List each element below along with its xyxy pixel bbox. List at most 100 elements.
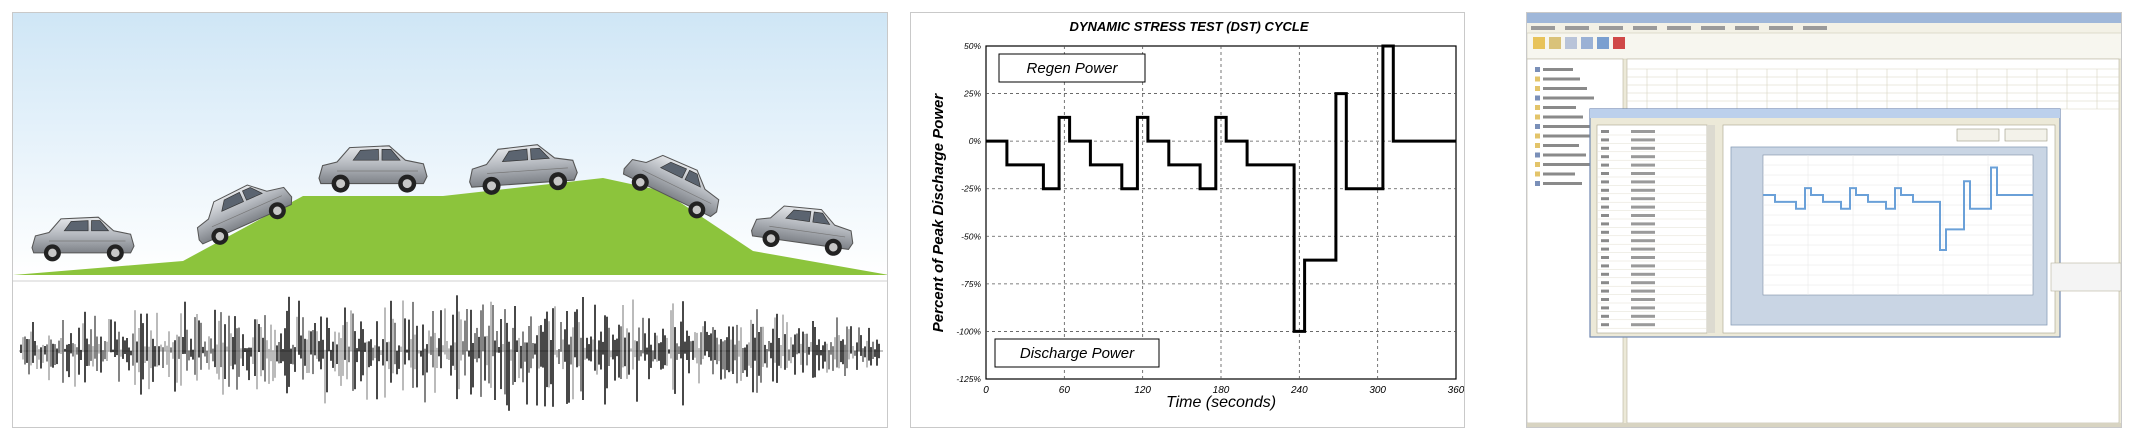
dialog-cell xyxy=(1601,188,1609,192)
y-tick-labels: 50% 25% 0% -25% -50% -75% -100% -125% xyxy=(956,41,981,384)
tree-item-icon xyxy=(1535,76,1540,82)
dialog-scrollbar[interactable] xyxy=(1707,125,1715,333)
menu-item[interactable] xyxy=(1565,26,1589,30)
tree-item[interactable] xyxy=(1543,106,1576,109)
dialog-cell xyxy=(1631,298,1655,301)
dialog-titlebar xyxy=(1590,109,2060,118)
x-tick-label: 360 xyxy=(1448,385,1465,396)
menu-item[interactable] xyxy=(1531,26,1555,30)
dialog-cell xyxy=(1601,163,1609,167)
dialog-button-1[interactable] xyxy=(1956,128,2000,142)
menu-item[interactable] xyxy=(1735,26,1759,30)
tree-item[interactable] xyxy=(1543,96,1594,100)
dialog-cell xyxy=(1631,172,1655,175)
x-tick-label: 0 xyxy=(983,385,989,396)
dialog-cell xyxy=(1631,180,1655,184)
tree-item[interactable] xyxy=(1543,182,1582,185)
hill xyxy=(13,178,887,275)
dialog-cell xyxy=(1601,289,1609,293)
dialog-cell xyxy=(1631,146,1655,150)
dialog-cell xyxy=(1631,197,1655,201)
dst-chart: DYNAMIC STRESS TEST (DST) CYCLE 50% 25% 0%… xyxy=(930,19,1465,411)
dialog-cell xyxy=(1601,272,1609,276)
dialog-cell xyxy=(1601,180,1609,184)
y-tick-label: 25% xyxy=(963,89,981,99)
dialog-cell xyxy=(1631,230,1655,234)
y-tick-label: -25% xyxy=(961,184,981,194)
tree-item[interactable] xyxy=(1543,77,1580,81)
chart-title: DYNAMIC STRESS TEST (DST) CYCLE xyxy=(1069,19,1308,34)
x-tick-label: 180 xyxy=(1213,385,1230,396)
dialog-cell xyxy=(1601,146,1609,150)
app-statusbar xyxy=(1527,423,2121,427)
tree-item-icon xyxy=(1535,86,1540,91)
tree-item[interactable] xyxy=(1543,125,1590,128)
y-tick-label: -100% xyxy=(956,326,981,336)
y-tick-label: 0% xyxy=(969,136,982,146)
x-tick-label: 240 xyxy=(1290,385,1308,396)
x-tick-label: 300 xyxy=(1369,385,1386,396)
dialog-cell xyxy=(1631,205,1655,209)
dialog-cell xyxy=(1601,155,1609,159)
tree-item[interactable] xyxy=(1543,153,1586,157)
discharge-annotation-box xyxy=(994,338,1160,368)
dialog-cell xyxy=(1601,172,1609,175)
tree-item-icon xyxy=(1535,133,1540,139)
dialog-cell xyxy=(1631,323,1655,327)
dialog-cell xyxy=(1631,239,1655,243)
regen-annotation-box xyxy=(998,53,1146,83)
tree-item-icon xyxy=(1535,143,1540,148)
dialog-cell xyxy=(1631,163,1655,167)
app-menubar xyxy=(1531,26,1827,30)
menu-item[interactable] xyxy=(1599,26,1623,30)
tree-item[interactable] xyxy=(1543,87,1587,90)
tree-item-icon xyxy=(1535,162,1540,167)
driving-scene xyxy=(13,13,887,411)
x-tick-label: 120 xyxy=(1134,385,1151,396)
series-line xyxy=(986,44,1456,333)
dialog-cell xyxy=(1631,272,1655,276)
dialog-cell xyxy=(1631,247,1655,251)
dialog-button-2[interactable] xyxy=(2004,128,2048,142)
menu-item[interactable] xyxy=(1769,26,1793,30)
tree-item-icon xyxy=(1535,152,1540,158)
dialog-cell xyxy=(1601,222,1609,226)
menu-item[interactable] xyxy=(1667,26,1691,30)
dialog-cell xyxy=(1631,289,1655,293)
x-tick-label: 60 xyxy=(1059,385,1071,396)
tree-item-icon xyxy=(1535,124,1540,129)
app-screenshot xyxy=(1527,13,2122,427)
grid xyxy=(986,46,1456,379)
y-tick-label: -75% xyxy=(961,279,981,289)
dialog-cell xyxy=(1601,214,1609,217)
app-toolbar[interactable] xyxy=(1527,32,2122,60)
dialog-cell xyxy=(1631,138,1655,142)
dialog-cell xyxy=(1631,264,1655,268)
tree-item[interactable] xyxy=(1543,172,1575,176)
annotation-regen-power: Regen Power xyxy=(1027,60,1119,77)
tree-item-icon xyxy=(1535,95,1540,101)
tree-item[interactable] xyxy=(1543,115,1583,119)
tree-item[interactable] xyxy=(1543,163,1593,166)
tree-item[interactable] xyxy=(1543,144,1579,147)
menu-item[interactable] xyxy=(1701,26,1725,30)
y-tick-label: 50% xyxy=(964,41,981,51)
menu-item[interactable] xyxy=(1803,26,1827,30)
tree-item-icon xyxy=(1535,181,1540,186)
menu-item[interactable] xyxy=(1633,26,1657,30)
mini-chart-line xyxy=(1763,166,2033,251)
dialog-cell xyxy=(1631,188,1655,192)
dialog-cell xyxy=(1601,323,1609,327)
app-screenshot-panel xyxy=(1526,12,2122,428)
dialog-cell xyxy=(1631,222,1655,226)
tree-item[interactable] xyxy=(1543,134,1597,138)
tree-item[interactable] xyxy=(1543,68,1573,71)
dialog-cell xyxy=(1631,214,1655,217)
dialog-cell xyxy=(1601,138,1609,142)
stop-icon xyxy=(1613,37,1625,49)
dialog-cell xyxy=(1601,306,1609,310)
mini-chart-grid xyxy=(1763,155,2033,295)
dialog-cell xyxy=(1601,205,1609,209)
dialog-cell xyxy=(1601,247,1609,251)
dialog-cell xyxy=(1601,281,1609,285)
